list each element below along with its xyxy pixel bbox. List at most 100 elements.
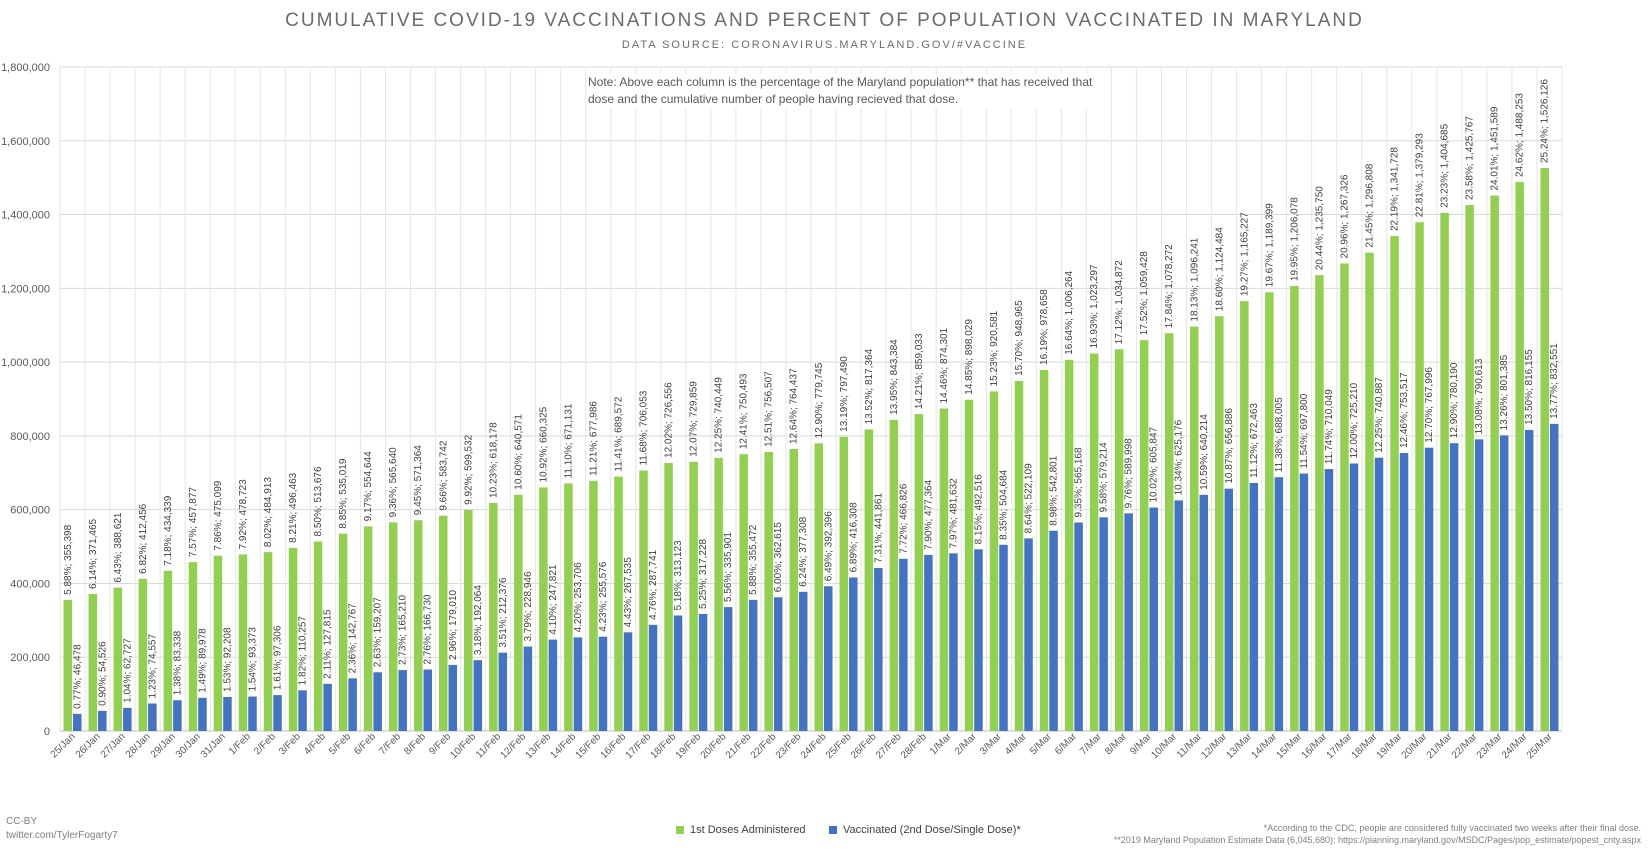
bar-fully-vaccinated <box>773 597 783 731</box>
data-label-fully-vaccinated: 5.25%; 317,228 <box>698 538 709 608</box>
data-label-first-dose: 12.41%; 750,493 <box>739 373 750 449</box>
x-tick-label: 15/Mar <box>1274 731 1304 761</box>
bar-fully-vaccinated <box>1074 522 1083 731</box>
y-tick-label: 400,000 <box>10 578 50 590</box>
bar-fully-vaccinated <box>1099 517 1108 731</box>
bar-first-dose <box>1089 353 1099 731</box>
data-label-first-dose: 17.12%; 1,034,872 <box>1114 260 1125 344</box>
data-label-first-dose: 21.45%; 1,296,808 <box>1365 163 1376 247</box>
data-label-fully-vaccinated: 0.90%; 54,526 <box>97 641 108 706</box>
data-label-first-dose: 10.60%; 640,571 <box>513 414 524 490</box>
x-tick-label: 21/Mar <box>1425 731 1455 761</box>
data-label-fully-vaccinated: 1.38%; 83,338 <box>172 630 183 695</box>
x-tick-label: 25/Mar <box>1525 731 1555 761</box>
data-label-first-dose: 14.85%; 898,029 <box>964 319 975 395</box>
bar-first-dose <box>1315 275 1324 731</box>
data-label-first-dose: 25.24%; 1,526,126 <box>1540 79 1551 163</box>
x-tick-label: 28/Jan <box>124 731 153 760</box>
data-label-fully-vaccinated: 10.02%; 605,847 <box>1149 426 1160 502</box>
x-tick-label: 21/Feb <box>724 731 754 761</box>
data-label-fully-vaccinated: 1.54%; 93,373 <box>248 627 259 692</box>
data-label-first-dose: 9.66%; 583,742 <box>438 440 449 510</box>
bar-first-dose <box>1390 236 1399 731</box>
bar-first-dose <box>689 461 698 731</box>
credit: CC-BY twitter.com/TylerFogarty7 <box>6 815 118 843</box>
bar-first-dose <box>1290 286 1299 731</box>
bar-first-dose <box>664 462 673 731</box>
y-tick-label: 1,000,000 <box>1 357 50 369</box>
data-label-first-dose: 12.64%; 764,437 <box>789 368 800 444</box>
x-tick-label: 25/Jan <box>49 731 78 760</box>
data-label-fully-vaccinated: 7.72%; 466,826 <box>898 483 909 553</box>
data-label-fully-vaccinated: 0.77%; 46,478 <box>72 644 83 709</box>
x-tick-label: 8/Mar <box>1103 731 1129 757</box>
bar-fully-vaccinated <box>1299 473 1309 731</box>
x-tick-label: 24/Mar <box>1500 731 1530 761</box>
y-tick-label: 1,200,000 <box>1 283 50 295</box>
x-tick-label: 25/Feb <box>824 731 854 761</box>
x-tick-label: 4/Feb <box>302 731 328 757</box>
bar-first-dose <box>288 547 298 731</box>
bar-fully-vaccinated <box>849 577 858 731</box>
y-tick-label: 0 <box>44 726 50 738</box>
data-label-fully-vaccinated: 12.70%; 767,996 <box>1424 367 1435 443</box>
bar-fully-vaccinated <box>373 672 382 731</box>
x-tick-label: 18/Mar <box>1350 731 1380 761</box>
x-tick-label: 17/Feb <box>624 731 654 761</box>
data-label-first-dose: 16.93%; 1,023,297 <box>1089 264 1100 348</box>
data-label-fully-vaccinated: 11.74%; 710,049 <box>1324 389 1335 464</box>
data-label-fully-vaccinated: 5.88%; 355,472 <box>748 524 759 594</box>
bar-first-dose <box>1340 263 1349 731</box>
data-label-first-dose: 19.95%; 1,206,078 <box>1289 197 1300 281</box>
bar-fully-vaccinated <box>598 636 608 731</box>
x-tick-label: 26/Feb <box>849 731 879 761</box>
x-tick-label: 2/Mar <box>953 731 979 757</box>
x-tick-label: 12/Feb <box>498 731 528 761</box>
x-tick-label: 29/Jan <box>149 731 178 760</box>
data-label-first-dose: 15.70%; 948,965 <box>1014 300 1025 376</box>
bar-first-dose <box>163 570 173 731</box>
bar-fully-vaccinated <box>1449 443 1459 731</box>
legend-label-first-dose: 1st Doses Administered <box>690 824 806 836</box>
data-label-fully-vaccinated: 10.34%; 625,176 <box>1174 419 1185 495</box>
bar-fully-vaccinated <box>98 710 107 731</box>
y-tick-label: 600,000 <box>10 505 50 517</box>
bar-first-dose <box>614 476 623 731</box>
bar-first-dose <box>188 562 198 731</box>
data-label-fully-vaccinated: 8.98%; 542,801 <box>1049 455 1060 525</box>
chart-note: Note: Above each column is the percentag… <box>588 74 1108 108</box>
bar-first-dose <box>1039 369 1049 731</box>
bar-first-dose <box>739 454 748 731</box>
bar-first-dose <box>1490 195 1499 731</box>
x-tick-label: 31/Jan <box>199 731 228 760</box>
data-label-first-dose: 11.68%; 706,053 <box>639 390 650 465</box>
bar-first-dose <box>1215 316 1224 731</box>
x-tick-label: 1/Feb <box>227 731 253 757</box>
bar-fully-vaccinated <box>198 697 207 731</box>
bar-fully-vaccinated <box>398 670 407 731</box>
data-label-fully-vaccinated: 1.61%; 97,306 <box>273 625 284 690</box>
x-tick-label: 13/Feb <box>523 731 553 761</box>
bar-fully-vaccinated <box>473 660 483 731</box>
data-label-first-dose: 7.86%; 475,099 <box>213 480 224 550</box>
data-label-fully-vaccinated: 9.35%; 565,168 <box>1074 447 1085 517</box>
data-label-first-dose: 14.21%; 859,033 <box>914 333 925 409</box>
bar-first-dose <box>1114 349 1124 731</box>
x-tick-label: 4/Mar <box>1003 731 1029 757</box>
data-label-first-dose: 12.25%; 740,449 <box>714 377 725 453</box>
data-label-first-dose: 7.57%; 457,877 <box>188 487 199 557</box>
x-tick-label: 6/Feb <box>352 731 378 757</box>
bar-first-dose <box>789 449 798 731</box>
bar-fully-vaccinated <box>273 695 282 731</box>
data-label-fully-vaccinated: 5.56%; 335,901 <box>723 532 734 602</box>
data-label-fully-vaccinated: 1.82%; 110,257 <box>298 616 309 686</box>
x-tick-label: 19/Mar <box>1375 731 1405 761</box>
data-label-first-dose: 10.92%; 660,325 <box>538 406 549 482</box>
x-tick-label: 27/Feb <box>874 731 904 761</box>
bar-fully-vaccinated <box>1324 469 1334 731</box>
legend-swatch-first-dose <box>676 826 684 834</box>
bar-first-dose <box>1014 380 1024 731</box>
data-label-first-dose: 13.52%; 817,364 <box>864 348 875 424</box>
data-label-fully-vaccinated: 12.46%; 753,517 <box>1399 372 1410 448</box>
data-label-fully-vaccinated: 2.73%; 165,210 <box>398 595 409 665</box>
